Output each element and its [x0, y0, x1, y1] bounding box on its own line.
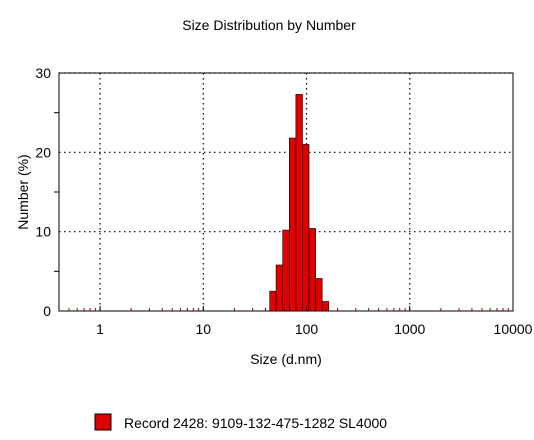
histogram-bar [302, 144, 310, 312]
y-tick-label-0: 0 [43, 303, 51, 319]
y-tick-label-30: 30 [35, 65, 51, 81]
histogram-bar [289, 137, 297, 312]
histogram-bar [315, 278, 323, 312]
x-axis-label: Size (d.nm) [250, 351, 322, 367]
legend-label: Record 2428: 9109-132-475-1282 SL4000 [124, 415, 387, 431]
x-tick-label-10000: 10000 [494, 321, 533, 337]
x-tick-label-1000: 1000 [394, 321, 425, 337]
grid-lines [59, 72, 513, 311]
histogram-bar [295, 94, 303, 312]
y-axis-label: Number (%) [15, 154, 31, 229]
x-tick-label-100: 100 [295, 321, 319, 337]
y-tick-label-10: 10 [35, 224, 51, 240]
histogram-bar [275, 264, 284, 312]
y-tick-label-20: 20 [35, 144, 51, 160]
legend-swatch [94, 413, 112, 431]
legend: Record 2428: 9109-132-475-1282 SL4000 [94, 413, 387, 431]
histogram-bar [321, 301, 330, 312]
histogram-bar [308, 228, 316, 312]
histogram-bars [269, 94, 330, 312]
x-tick-label-1: 1 [96, 321, 104, 337]
histogram-bar [282, 229, 290, 312]
chart-title: Size Distribution by Number [182, 17, 356, 33]
x-tick-label-10: 10 [196, 321, 212, 337]
axes: 1 10 100 1000 10000 0 10 20 30 [35, 65, 532, 337]
